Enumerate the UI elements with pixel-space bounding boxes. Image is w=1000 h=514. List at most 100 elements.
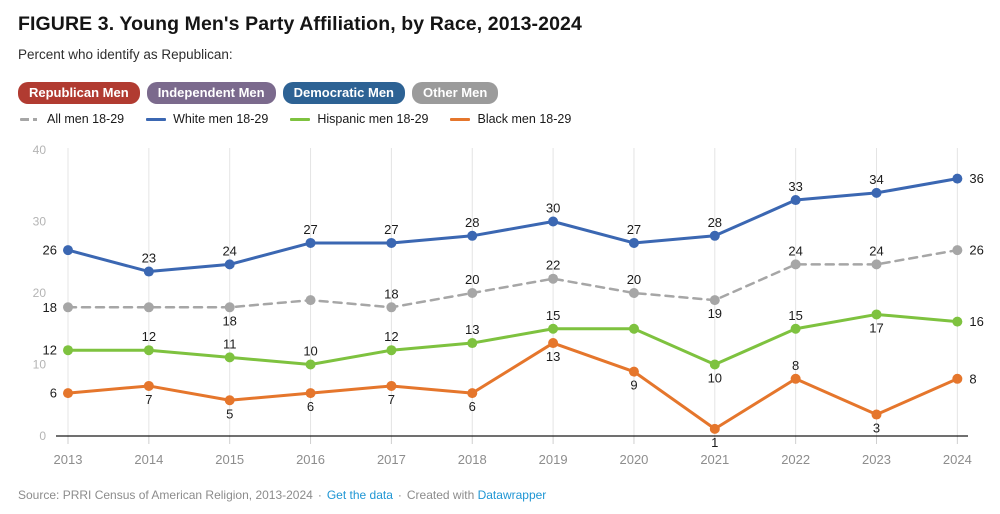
data-point[interactable] xyxy=(548,323,559,334)
data-point[interactable] xyxy=(952,173,963,184)
data-point[interactable] xyxy=(548,216,559,227)
data-point[interactable] xyxy=(790,195,801,206)
data-point[interactable] xyxy=(467,288,478,298)
data-point[interactable] xyxy=(224,302,235,313)
data-point[interactable] xyxy=(143,302,154,313)
data-point[interactable] xyxy=(467,388,478,399)
source-note: Source: PRRI Census of American Religion… xyxy=(18,488,546,502)
series-line xyxy=(66,341,959,431)
svg-text:2024: 2024 xyxy=(943,452,972,467)
data-point[interactable] xyxy=(952,316,963,327)
data-point[interactable] xyxy=(143,380,154,391)
value-label: 7 xyxy=(388,392,395,407)
data-point[interactable] xyxy=(952,373,963,384)
data-point[interactable] xyxy=(952,245,963,256)
legend-label: All men 18-29 xyxy=(47,112,125,126)
data-point[interactable] xyxy=(709,295,720,306)
data-point[interactable] xyxy=(871,309,882,320)
source-text: Source: PRRI Census of American Religion… xyxy=(18,488,313,502)
data-point[interactable] xyxy=(63,388,73,399)
legend-label: Hispanic men 18-29 xyxy=(317,112,429,126)
chart-area: 2013 2014 2015 2016 2017 2018 2019 2020 2021 2022… xyxy=(0,135,1000,480)
value-label: 15 xyxy=(788,308,802,323)
value-label: 27 xyxy=(303,222,317,237)
data-point[interactable] xyxy=(871,409,882,420)
data-point[interactable] xyxy=(709,230,720,241)
series-black-men-18-29: 6 7 5 6 7 6 13 9 1 8 3 8 xyxy=(50,338,977,450)
data-point[interactable] xyxy=(709,423,720,434)
data-point[interactable] xyxy=(386,380,397,391)
get-the-data-link[interactable]: Get the data xyxy=(326,488,393,502)
tab-independent-men[interactable]: Independent Men xyxy=(146,82,276,104)
data-point[interactable] xyxy=(386,345,397,356)
created-with-text: Created with xyxy=(406,488,475,502)
value-label: 26 xyxy=(969,243,983,258)
value-label: 24 xyxy=(869,243,883,258)
dashed-line-icon xyxy=(20,117,40,121)
data-point[interactable] xyxy=(386,302,397,313)
data-point[interactable] xyxy=(628,288,639,298)
view-tabs: Republican Men Independent Men Democrati… xyxy=(18,82,499,104)
data-point[interactable] xyxy=(871,187,882,198)
data-point[interactable] xyxy=(790,259,801,270)
data-point[interactable] xyxy=(871,259,882,270)
data-point[interactable] xyxy=(467,338,478,349)
value-label: 10 xyxy=(303,344,317,359)
series-all-men-18-29: 18 18 18 20 22 20 19 24 24 26 xyxy=(43,243,984,329)
data-point[interactable] xyxy=(709,359,720,370)
svg-text:2013: 2013 xyxy=(54,452,83,467)
svg-text:2023: 2023 xyxy=(862,452,891,467)
data-point[interactable] xyxy=(143,266,154,277)
data-point[interactable] xyxy=(305,295,316,306)
data-point[interactable] xyxy=(305,359,316,370)
data-point[interactable] xyxy=(790,323,801,334)
data-point[interactable] xyxy=(63,345,73,356)
svg-text:2022: 2022 xyxy=(781,452,810,467)
data-point[interactable] xyxy=(305,388,316,399)
value-label: 15 xyxy=(546,308,560,323)
data-point[interactable] xyxy=(628,237,639,248)
value-label: 20 xyxy=(627,272,641,287)
data-point[interactable] xyxy=(143,345,154,356)
value-label: 8 xyxy=(969,371,976,386)
data-point[interactable] xyxy=(224,259,235,270)
value-label: 6 xyxy=(469,399,476,414)
data-point[interactable] xyxy=(790,373,801,384)
tab-other-men[interactable]: Other Men xyxy=(412,82,499,104)
data-point[interactable] xyxy=(224,352,235,363)
value-label: 27 xyxy=(384,222,398,237)
data-point[interactable] xyxy=(628,323,639,334)
data-point[interactable] xyxy=(548,273,559,284)
svg-text:20: 20 xyxy=(33,286,47,300)
datawrapper-link[interactable]: Datawrapper xyxy=(477,488,547,502)
value-label: 5 xyxy=(226,406,233,421)
value-label: 16 xyxy=(969,314,983,329)
data-point[interactable] xyxy=(305,237,316,248)
value-label: 1 xyxy=(711,435,718,450)
chart-header: FIGURE 3. Young Men's Party Affiliation,… xyxy=(18,13,582,62)
value-label: 30 xyxy=(546,201,560,216)
chart-legend: All men 18-29 White men 18-29 Hispanic m… xyxy=(20,112,571,126)
data-point[interactable] xyxy=(386,237,397,248)
data-point[interactable] xyxy=(63,245,73,256)
tab-democratic-men[interactable]: Democratic Men xyxy=(282,82,405,104)
value-label: 12 xyxy=(142,329,156,344)
line-icon xyxy=(146,117,167,121)
series-white-men-18-29: 26 23 24 27 27 28 30 27 28 33 34 36 xyxy=(43,171,984,277)
svg-text:2018: 2018 xyxy=(458,452,487,467)
y-axis-labels: 0 10 20 30 40 xyxy=(33,143,47,443)
value-label: 18 xyxy=(43,300,57,315)
data-point[interactable] xyxy=(467,230,478,241)
data-point[interactable] xyxy=(628,366,639,377)
data-point[interactable] xyxy=(548,338,559,349)
svg-text:2020: 2020 xyxy=(619,452,648,467)
value-label: 10 xyxy=(708,371,722,386)
series-hispanic-men-18-29: 12 12 11 10 12 13 15 10 15 17 16 xyxy=(43,308,984,386)
data-point[interactable] xyxy=(224,395,235,406)
tab-republican-men[interactable]: Republican Men xyxy=(18,82,140,104)
value-label: 17 xyxy=(869,320,883,335)
series-line xyxy=(66,312,959,366)
value-label: 36 xyxy=(969,171,983,186)
data-point[interactable] xyxy=(63,302,73,313)
